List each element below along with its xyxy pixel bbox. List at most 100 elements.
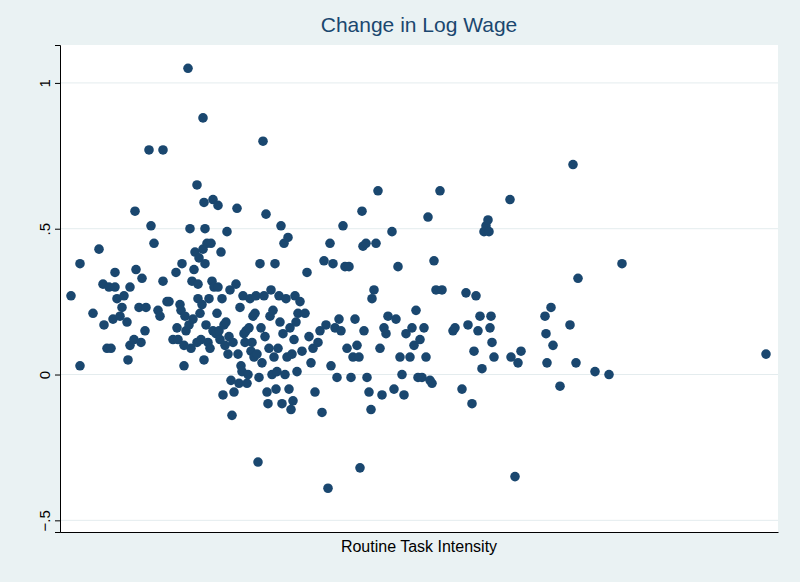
point (94, 244, 104, 254)
point (399, 390, 409, 400)
point (171, 268, 181, 278)
point (475, 311, 485, 321)
point (281, 294, 291, 304)
point (177, 259, 187, 269)
point (223, 349, 233, 359)
point (328, 259, 338, 269)
point (155, 311, 165, 321)
point (463, 320, 473, 330)
point (200, 224, 210, 234)
point (377, 390, 387, 400)
point (213, 201, 223, 211)
point (421, 352, 431, 362)
x-axis-title: Routine Task Intensity (341, 538, 497, 555)
point (205, 343, 215, 353)
point (216, 247, 226, 257)
point (136, 338, 146, 348)
point (269, 352, 279, 362)
point (326, 361, 336, 371)
point (199, 355, 209, 365)
point (288, 396, 298, 406)
point (338, 221, 348, 231)
point (217, 294, 227, 304)
point (346, 373, 356, 383)
point (297, 346, 307, 356)
point (355, 463, 365, 473)
point (158, 145, 168, 155)
point (486, 311, 496, 321)
point (106, 343, 116, 353)
point (235, 303, 245, 313)
background (0, 0, 800, 582)
point (555, 381, 565, 391)
point (291, 317, 301, 327)
point (568, 160, 578, 170)
point (268, 306, 278, 316)
point (192, 180, 202, 190)
point (88, 309, 98, 319)
point (362, 373, 372, 383)
tick-label: 1 (36, 79, 53, 87)
point (371, 239, 381, 249)
point (473, 326, 483, 336)
point (270, 259, 280, 269)
point (137, 274, 147, 284)
point (229, 387, 239, 397)
grid-line (60, 228, 778, 229)
point (164, 297, 174, 307)
point (389, 384, 399, 394)
tick-label: −.5 (36, 510, 53, 531)
point (119, 291, 129, 301)
point (158, 276, 168, 286)
point (110, 268, 120, 278)
point (395, 352, 405, 362)
point (367, 294, 377, 304)
point (261, 209, 271, 219)
point (477, 364, 487, 374)
point (252, 349, 262, 359)
point (263, 399, 273, 409)
point (222, 227, 232, 237)
point (256, 323, 266, 333)
point (283, 233, 293, 243)
point (189, 265, 199, 275)
point (469, 346, 479, 356)
point (483, 215, 493, 225)
point (387, 227, 397, 237)
plot: −.50.51 (36, 45, 779, 533)
points (66, 64, 771, 494)
point (199, 198, 209, 208)
point (419, 323, 429, 333)
point (306, 358, 316, 368)
point (276, 221, 286, 231)
point (277, 399, 287, 409)
point (350, 314, 360, 324)
point (221, 317, 231, 327)
point (323, 483, 333, 493)
point (206, 239, 216, 249)
point (195, 309, 205, 319)
point (233, 349, 243, 359)
title: Change in Log Wage (321, 13, 518, 36)
point (450, 323, 460, 333)
point (262, 387, 272, 397)
point (423, 212, 433, 222)
point (228, 338, 238, 348)
point (513, 358, 523, 368)
point (310, 387, 320, 397)
point (548, 341, 558, 351)
point (172, 323, 182, 333)
point (280, 370, 290, 380)
point (342, 343, 352, 353)
point (391, 314, 401, 324)
point (546, 303, 556, 313)
point (489, 352, 499, 362)
point (253, 457, 263, 467)
point (352, 341, 362, 351)
axis-line (61, 532, 779, 533)
point (573, 274, 583, 284)
point (193, 279, 203, 289)
point (213, 282, 223, 292)
point (284, 384, 294, 394)
point (204, 294, 214, 304)
